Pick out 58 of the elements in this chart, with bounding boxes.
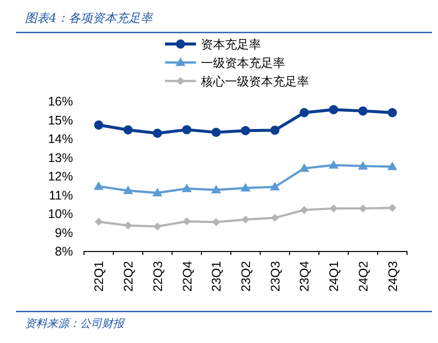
- xtick: 22Q4: [180, 261, 194, 292]
- point: [123, 186, 134, 194]
- point: [270, 126, 280, 135]
- xtick: 23Q1: [210, 261, 224, 292]
- point: [240, 126, 250, 136]
- point: [300, 206, 308, 214]
- point: [211, 184, 222, 194]
- point: [94, 120, 104, 130]
- point: [270, 182, 280, 190]
- ytick: 13%: [48, 150, 73, 165]
- point: [152, 128, 162, 138]
- title: 图表4：各项资本充足率: [25, 11, 153, 25]
- legend-item: 核心一级资本充足率: [165, 74, 309, 88]
- point: [182, 217, 191, 226]
- point: [123, 125, 133, 134]
- point: [328, 160, 339, 169]
- ytick: 11%: [48, 188, 73, 202]
- xtick: 22Q3: [150, 261, 165, 292]
- point: [358, 106, 368, 116]
- point: [152, 188, 162, 196]
- ytick: 10%: [48, 207, 73, 221]
- point: [300, 108, 309, 118]
- xtick: 23Q2: [239, 261, 253, 292]
- xtick: 23Q4: [298, 261, 312, 292]
- point: [212, 128, 221, 137]
- point: [388, 108, 397, 118]
- point: [387, 162, 398, 170]
- ytick: 16%: [48, 94, 73, 108]
- point: [270, 214, 279, 222]
- xtick: 24Q1: [327, 261, 342, 292]
- point: [153, 222, 162, 230]
- point: [242, 216, 250, 224]
- xtick: 24Q2: [356, 261, 370, 292]
- point: [212, 218, 220, 226]
- ytick: 12%: [48, 170, 73, 184]
- ytick: 8%: [54, 244, 73, 258]
- xtick: 23Q3: [268, 261, 282, 292]
- ytick: 9%: [54, 226, 73, 240]
- point: [182, 184, 192, 192]
- point: [94, 181, 104, 190]
- legend-label: 一级资本充足率: [201, 56, 285, 70]
- xtick: 24Q3: [386, 261, 400, 292]
- ytick: 15%: [48, 113, 73, 128]
- point: [299, 163, 310, 172]
- xtick: 22Q1: [92, 261, 106, 292]
- legend-item: 一级资本充足率: [165, 56, 285, 70]
- point: [328, 105, 338, 114]
- point: [94, 218, 103, 226]
- legend-label: 资本充足率: [201, 38, 261, 52]
- ytick: 14%: [48, 132, 73, 146]
- point: [240, 183, 250, 192]
- legend-item: 资本充足率: [165, 38, 261, 52]
- point: [388, 204, 396, 212]
- point: [358, 161, 368, 170]
- annotation: 资料来源：公司财报: [25, 317, 124, 330]
- point: [182, 125, 192, 134]
- legend-label: 核心一级资本充足率: [200, 74, 309, 88]
- xtick: 22Q2: [122, 261, 136, 292]
